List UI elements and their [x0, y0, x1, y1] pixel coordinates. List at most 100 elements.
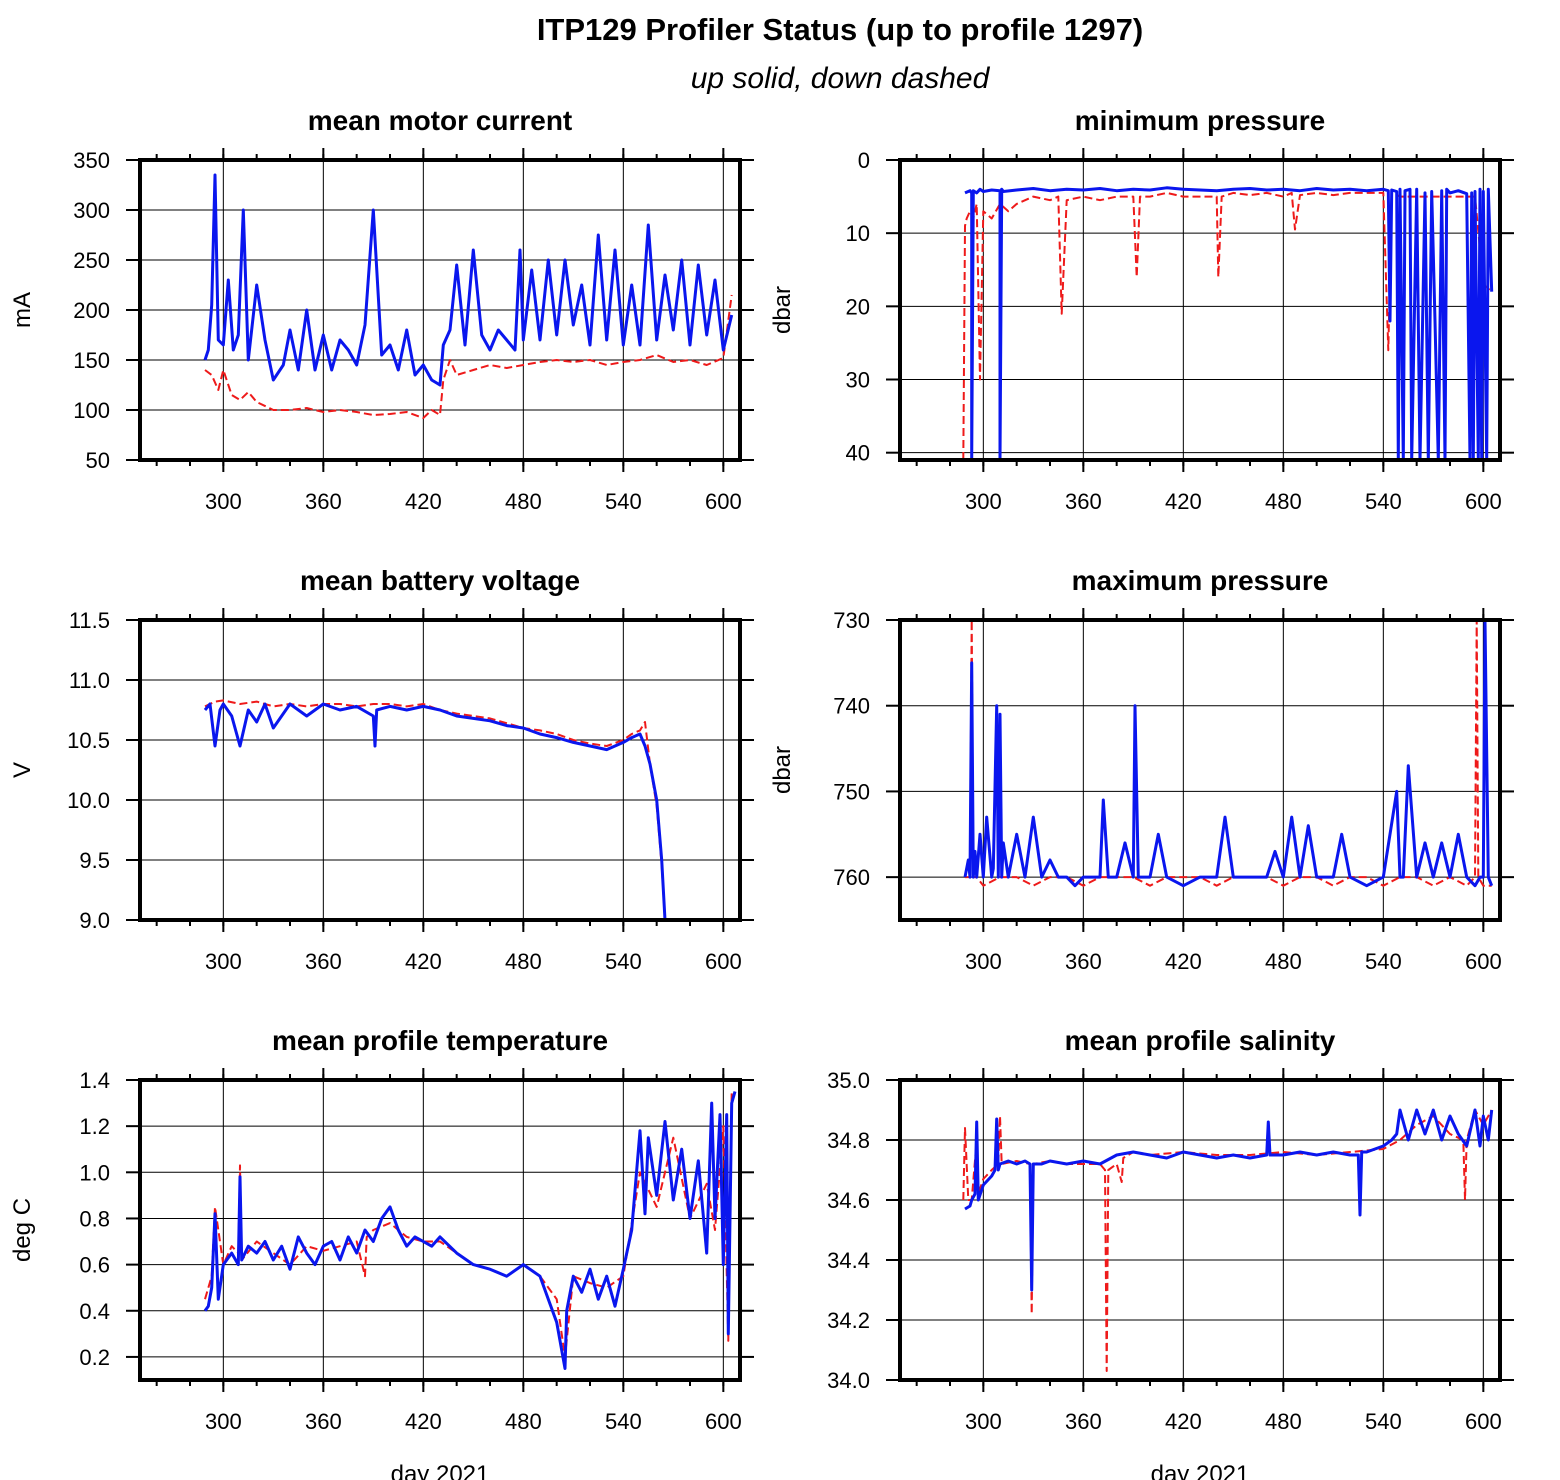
- y-axis-label: mA: [9, 292, 36, 328]
- y-tick-label: 11.0: [69, 668, 110, 693]
- plot-frame: [138, 158, 742, 462]
- plot-frame: [138, 1078, 742, 1382]
- y-tick-label: 34.0: [827, 1368, 870, 1393]
- chart-panel-6: mean profile salinity 300 360 420 480 540 600 3…: [827, 1025, 1514, 1480]
- series-line-up: [964, 1108, 1494, 1292]
- x-tick-label: 600: [1465, 489, 1502, 514]
- y-tick-label: 20: [846, 294, 870, 319]
- y-tick-label: 9.5: [79, 848, 110, 873]
- series-line-up: [963, 620, 1494, 888]
- y-tick-label: 35.0: [827, 1068, 870, 1093]
- x-tick-label: 420: [405, 1409, 442, 1434]
- x-tick-label: 360: [305, 1409, 342, 1434]
- y-tick-label: 350: [73, 148, 110, 173]
- x-tick-label: 360: [1065, 1409, 1102, 1434]
- x-tick-label: 300: [965, 489, 1002, 514]
- y-tick-label: 40: [846, 441, 870, 466]
- y-axis-label: dbar: [769, 746, 796, 794]
- x-tick-label: 360: [1065, 949, 1102, 974]
- series-group: [203, 699, 667, 920]
- series-line-up: [203, 173, 734, 387]
- series-line-down: [965, 620, 1492, 887]
- plot-frame: [138, 618, 742, 922]
- x-tick-label: 420: [1165, 489, 1202, 514]
- x-tick-label: 540: [605, 1409, 642, 1434]
- x-tick-label: 480: [1265, 1409, 1302, 1434]
- y-tick-label: 34.8: [827, 1128, 870, 1153]
- x-tick-label: 360: [1065, 489, 1102, 514]
- x-tick-label: 300: [205, 949, 242, 974]
- y-tick-label: 34.4: [827, 1248, 870, 1273]
- x-tick-label: 540: [1365, 1409, 1402, 1434]
- y-tick-label: 11.5: [69, 608, 110, 633]
- y-tick-label: 10.5: [67, 728, 110, 753]
- plot-frame: [898, 618, 1502, 922]
- x-tick-label: 300: [205, 1409, 242, 1434]
- chart-title: mean profile salinity: [1065, 1025, 1336, 1056]
- y-axis-label: dbar: [769, 286, 796, 334]
- chart-panel-5: mean profile temperature 300 360 420 480 540 6…: [9, 1025, 754, 1480]
- y-tick-label: 1.0: [79, 1160, 110, 1185]
- x-tick-label: 600: [1465, 1409, 1502, 1434]
- x-tick-label: 420: [405, 949, 442, 974]
- y-tick-label: 760: [833, 865, 870, 890]
- series-line-up: [203, 1091, 737, 1370]
- series-line-up: [964, 186, 1494, 460]
- x-tick-label: 480: [505, 489, 542, 514]
- y-tick-label: 0.8: [79, 1206, 110, 1231]
- y-tick-label: 150: [73, 348, 110, 373]
- x-tick-label: 480: [1265, 489, 1302, 514]
- figure-title: ITP129 Profiler Status (up to profile 12…: [537, 12, 1143, 47]
- x-axis-label: day 2021: [1151, 1461, 1250, 1480]
- x-tick-label: 360: [305, 489, 342, 514]
- plot-frame: [898, 158, 1502, 462]
- y-tick-label: 30: [846, 368, 870, 393]
- series-group: [962, 1108, 1494, 1372]
- x-tick-label: 300: [205, 489, 242, 514]
- y-axis-label: V: [9, 762, 36, 778]
- x-tick-label: 600: [705, 1409, 742, 1434]
- y-axis-label: deg C: [9, 1198, 36, 1262]
- x-tick-label: 360: [305, 949, 342, 974]
- y-tick-label: 0: [858, 148, 870, 173]
- chart-title: mean motor current: [308, 105, 573, 136]
- chart-panel-3: mean battery voltage 300 360 420 480 540 600 9.…: [9, 565, 754, 974]
- y-tick-label: 100: [73, 398, 110, 423]
- y-tick-label: 750: [833, 779, 870, 804]
- x-tick-label: 480: [505, 1409, 542, 1434]
- chart-panel-2: minimum pressure 300 360 420 480 540 600 0 10 20 3…: [769, 105, 1514, 514]
- y-tick-label: 10: [846, 221, 870, 246]
- series-line-down: [204, 294, 733, 419]
- y-tick-label: 1.4: [79, 1068, 110, 1093]
- series-line-down: [204, 1091, 733, 1358]
- y-tick-label: 34.2: [827, 1308, 870, 1333]
- chart-panel-4: maximum pressure 300 360 420 480 540 600 730 740…: [769, 565, 1514, 974]
- chart-title: maximum pressure: [1072, 565, 1329, 596]
- y-tick-label: 34.6: [827, 1188, 870, 1213]
- series-line-down: [962, 1109, 1493, 1372]
- x-tick-label: 600: [705, 949, 742, 974]
- series-line-up: [203, 702, 667, 920]
- x-tick-label: 480: [505, 949, 542, 974]
- chart-title: mean profile temperature: [272, 1025, 608, 1056]
- x-tick-label: 480: [1265, 949, 1302, 974]
- x-tick-label: 300: [965, 1409, 1002, 1434]
- y-tick-label: 0.4: [79, 1299, 110, 1324]
- x-tick-label: 420: [1165, 1409, 1202, 1434]
- x-tick-label: 600: [705, 489, 742, 514]
- chart-title: minimum pressure: [1075, 105, 1326, 136]
- y-tick-label: 9.0: [79, 908, 110, 933]
- series-group: [203, 173, 734, 419]
- series-line-down: [204, 699, 666, 920]
- x-tick-label: 420: [1165, 949, 1202, 974]
- series-group: [962, 186, 1494, 460]
- x-tick-label: 540: [1365, 949, 1402, 974]
- y-tick-label: 10.0: [67, 788, 110, 813]
- chart-panel-1: mean motor current 300 360 420 480 540 600 50 10…: [9, 105, 754, 514]
- x-tick-label: 540: [1365, 489, 1402, 514]
- y-tick-label: 1.2: [79, 1114, 110, 1139]
- chart-title: mean battery voltage: [300, 565, 580, 596]
- x-tick-label: 540: [605, 949, 642, 974]
